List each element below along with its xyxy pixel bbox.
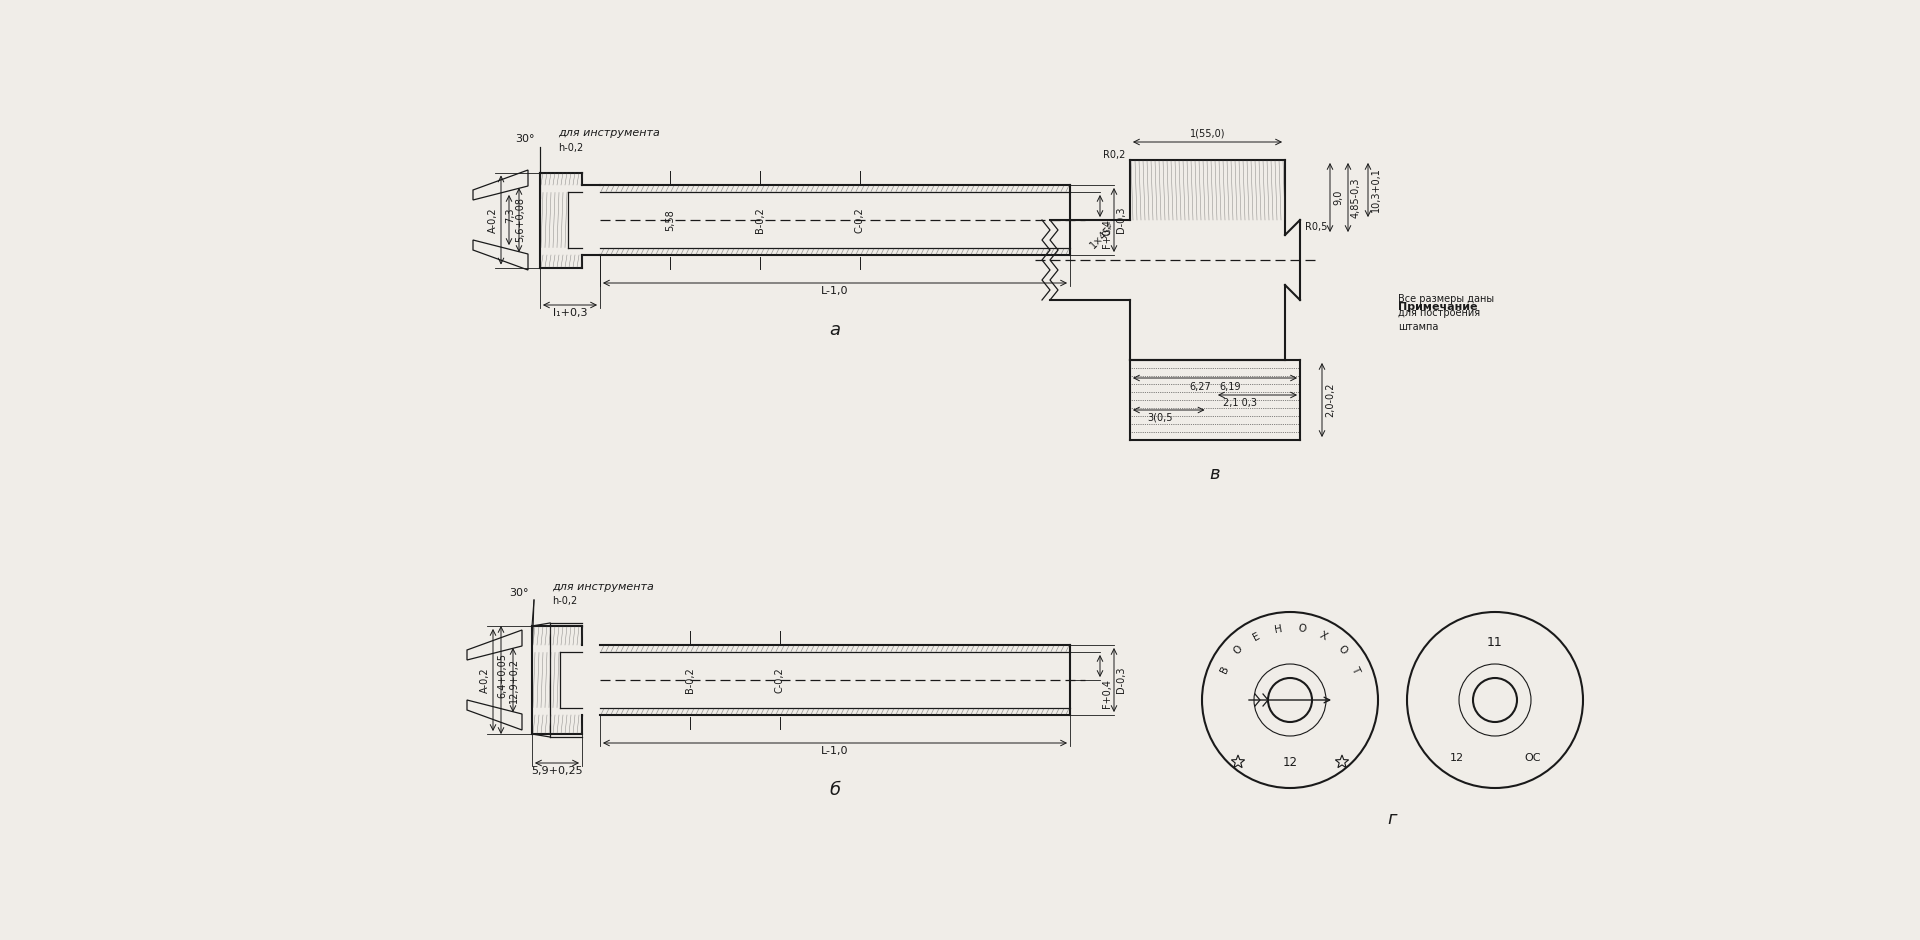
Text: для инструмента: для инструмента: [559, 129, 660, 138]
Text: б: б: [829, 781, 841, 799]
Text: 7,3: 7,3: [505, 207, 515, 223]
Text: 6,27: 6,27: [1188, 382, 1212, 392]
Text: В: В: [1219, 665, 1231, 675]
Text: L-1,0: L-1,0: [822, 746, 849, 756]
Text: 1×45°: 1×45°: [1089, 221, 1117, 250]
Text: 4,85-0,3: 4,85-0,3: [1352, 178, 1361, 218]
Text: а: а: [829, 321, 841, 339]
Text: 5,6+0,08: 5,6+0,08: [515, 197, 524, 243]
Text: 6,4+0,05: 6,4+0,05: [497, 652, 507, 697]
Text: О: О: [1296, 623, 1306, 634]
Text: 11: 11: [1488, 635, 1503, 649]
Text: R0,5: R0,5: [1306, 222, 1327, 232]
Text: Т: Т: [1350, 665, 1361, 675]
Text: 5,58: 5,58: [664, 209, 676, 231]
Text: В-0,2: В-0,2: [685, 667, 695, 693]
Text: 5,9+0,25: 5,9+0,25: [532, 766, 584, 776]
Text: 12: 12: [1450, 753, 1465, 763]
Text: А-0,2: А-0,2: [488, 207, 497, 233]
Text: в: в: [1210, 465, 1221, 483]
Text: В-0,2: В-0,2: [755, 207, 764, 233]
Text: О: О: [1231, 644, 1244, 657]
Text: 6,19: 6,19: [1219, 382, 1240, 392]
Text: 1(55,0): 1(55,0): [1190, 128, 1225, 138]
Text: D-0,3: D-0,3: [1116, 207, 1125, 233]
Text: 9,0: 9,0: [1332, 190, 1342, 205]
Text: F+0,4: F+0,4: [1102, 680, 1112, 709]
Text: ОС: ОС: [1524, 753, 1542, 763]
Text: С-0,2: С-0,2: [854, 207, 866, 233]
Text: 2,1 0,3: 2,1 0,3: [1223, 398, 1258, 408]
Text: 2,0-0,2: 2,0-0,2: [1325, 383, 1334, 417]
Text: Х: Х: [1319, 630, 1329, 642]
Text: 10,3+0,1: 10,3+0,1: [1371, 167, 1380, 212]
Text: h-0,2: h-0,2: [553, 596, 578, 606]
Text: Н: Н: [1273, 623, 1283, 634]
Text: l₁+0,3: l₁+0,3: [553, 308, 588, 318]
Text: А-0,2: А-0,2: [480, 667, 490, 693]
Text: 30°: 30°: [509, 588, 528, 598]
Text: R0,2: R0,2: [1102, 150, 1125, 160]
Text: h-0,2: h-0,2: [559, 143, 584, 152]
Text: для инструмента: для инструмента: [553, 582, 655, 592]
Text: г: г: [1388, 810, 1398, 828]
Text: Примечание: Примечание: [1398, 302, 1478, 312]
Text: О: О: [1336, 644, 1348, 657]
Text: Все размеры даны
для построения
штампа: Все размеры даны для построения штампа: [1398, 294, 1494, 332]
Text: 12,9+0,2: 12,9+0,2: [509, 657, 518, 702]
Text: D-0,3: D-0,3: [1116, 666, 1125, 694]
Text: Е: Е: [1252, 631, 1261, 642]
Text: С-0,2: С-0,2: [776, 667, 785, 693]
Text: F+0,4: F+0,4: [1102, 220, 1112, 248]
Text: 3(0,5: 3(0,5: [1148, 413, 1173, 423]
Text: 12: 12: [1283, 756, 1298, 769]
Text: L-1,0: L-1,0: [822, 286, 849, 296]
Text: 30°: 30°: [515, 134, 534, 145]
